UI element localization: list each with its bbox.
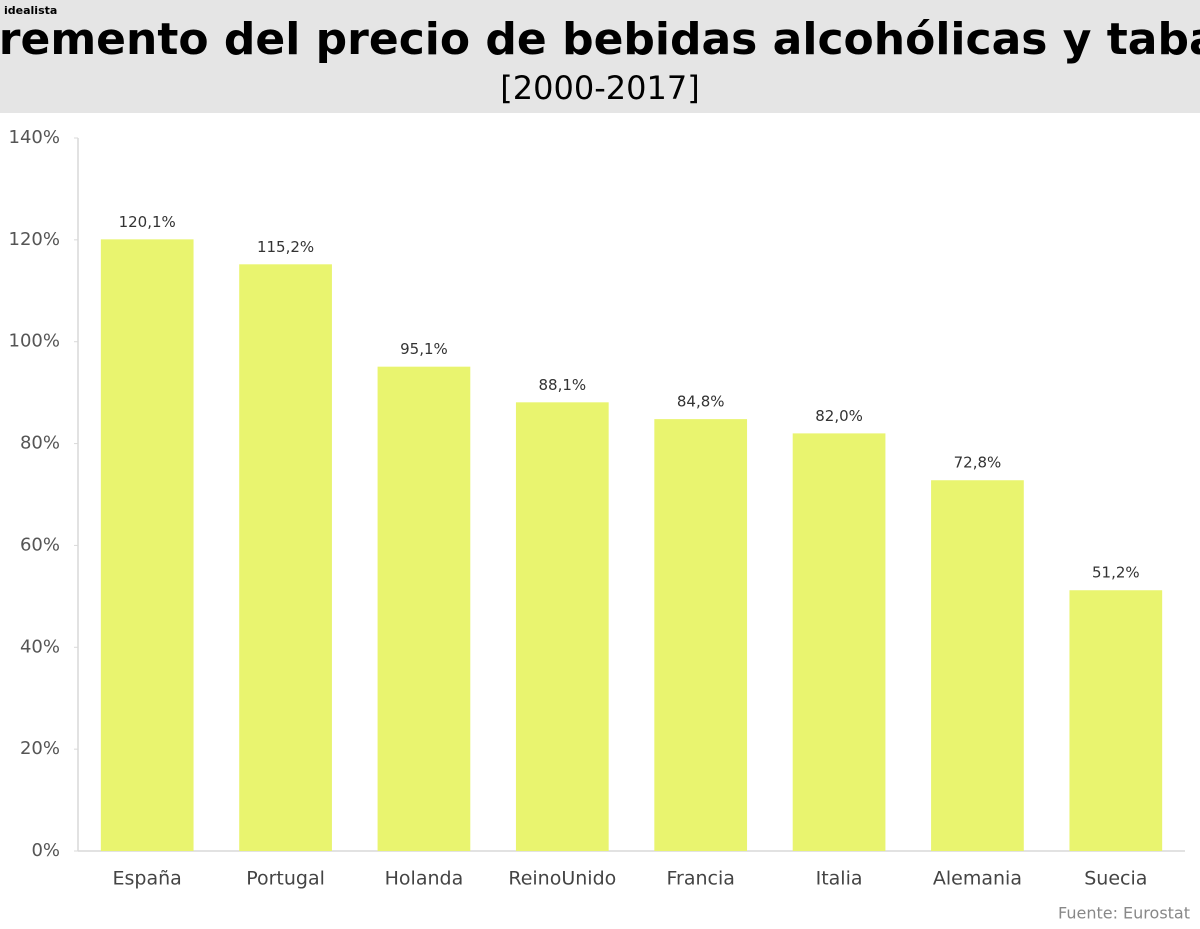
bar <box>792 433 886 851</box>
x-tick-label: Alemania <box>933 868 1022 890</box>
value-label: 120,1% <box>119 213 176 231</box>
bar <box>654 419 748 851</box>
value-label: 72,8% <box>954 454 1002 472</box>
value-label: 84,8% <box>677 393 725 411</box>
bar <box>931 480 1024 851</box>
y-tick-label: 120% <box>9 229 60 250</box>
y-tick-label: 100% <box>9 331 60 352</box>
chart-subtitle: [2000-2017] <box>500 69 699 107</box>
chart-title: Incremento del precio de bebidas alcohól… <box>0 14 1200 65</box>
bar <box>1069 590 1163 851</box>
x-tick-label: Portugal <box>246 868 325 890</box>
value-label: 115,2% <box>257 238 314 256</box>
y-tick-label: 140% <box>9 127 60 148</box>
y-tick-label: 60% <box>20 534 60 555</box>
bar <box>377 366 471 851</box>
y-tick-label: 0% <box>31 840 60 861</box>
value-label: 88,1% <box>538 376 586 394</box>
value-label: 95,1% <box>400 340 448 358</box>
brand: idealista <box>4 4 57 17</box>
y-tick-label: 40% <box>20 636 60 657</box>
x-tick-label: Italia <box>816 868 863 890</box>
value-label: 82,0% <box>815 407 863 425</box>
y-tick-label: 80% <box>20 433 60 454</box>
source: Fuente: Eurostat <box>1058 904 1190 923</box>
x-tick-label: Holanda <box>385 868 464 890</box>
x-tick-label: Francia <box>666 868 734 890</box>
x-tick-label: ReinoUnido <box>508 868 616 890</box>
y-tick-label: 20% <box>20 738 60 759</box>
value-label: 51,2% <box>1092 564 1140 582</box>
bar <box>100 239 194 852</box>
header-band <box>0 0 1200 113</box>
bar <box>515 402 609 851</box>
bar <box>239 264 332 851</box>
x-tick-label: Suecia <box>1084 868 1147 890</box>
x-tick-label: España <box>113 868 182 890</box>
